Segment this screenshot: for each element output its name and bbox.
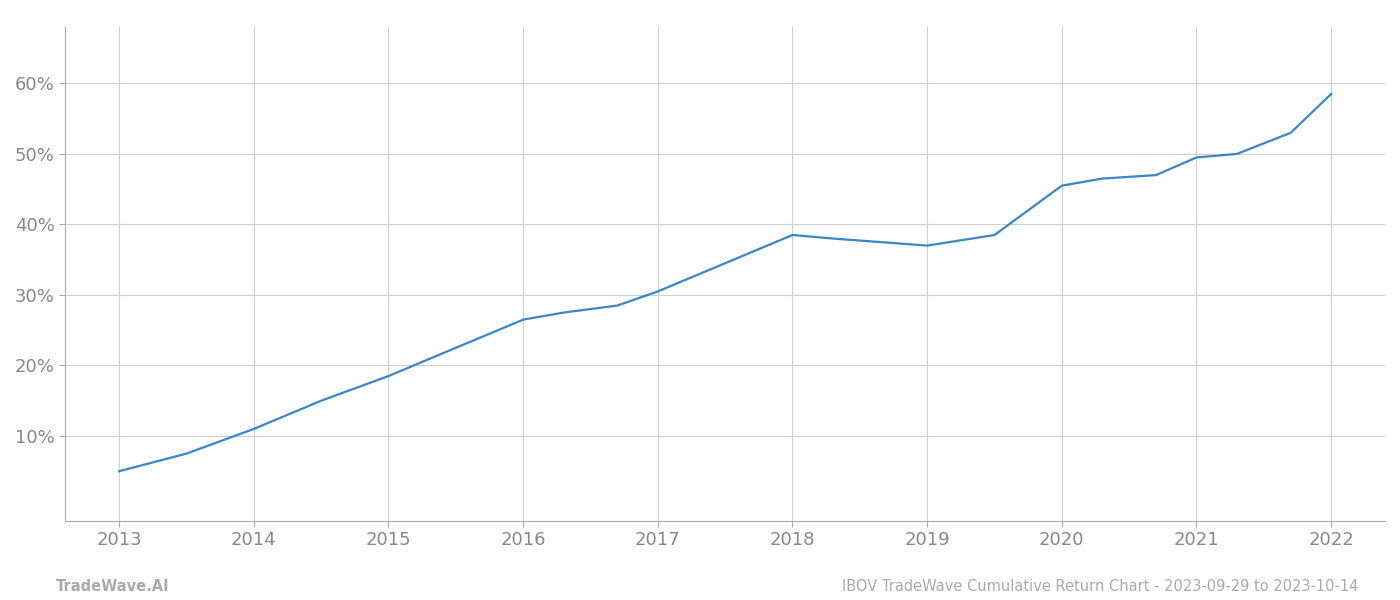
- Text: IBOV TradeWave Cumulative Return Chart - 2023-09-29 to 2023-10-14: IBOV TradeWave Cumulative Return Chart -…: [841, 579, 1358, 594]
- Text: TradeWave.AI: TradeWave.AI: [56, 579, 169, 594]
